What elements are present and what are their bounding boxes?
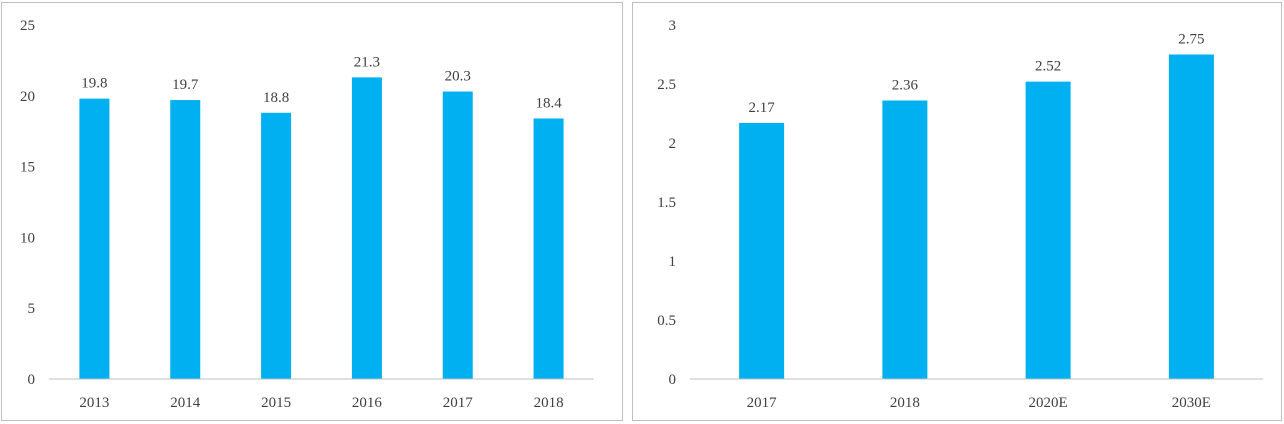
chart-panel-right: 0 0.5 1 1.5 2 2.5 3 2.17 2017 2.36 2018 2.52 2020E 2.… bbox=[632, 2, 1282, 421]
bar bbox=[351, 77, 382, 379]
x-tick-label: 2017 bbox=[747, 395, 778, 411]
x-tick-label: 2018 bbox=[890, 395, 920, 411]
bar bbox=[170, 100, 201, 379]
bar bbox=[261, 112, 292, 380]
chart-panel-left: 0 5 10 15 20 25 19.8 2013 19.7 2014 18.8 2015 21.3 20… bbox=[1, 2, 623, 421]
y-tick-label: 1 bbox=[669, 254, 677, 270]
x-tick-label: 2014 bbox=[170, 395, 201, 411]
y-tick-label: 0.5 bbox=[657, 313, 676, 329]
x-tick-label: 2020E bbox=[1029, 395, 1068, 411]
y-tick-label: 20 bbox=[20, 89, 35, 105]
x-tick-label: 2017 bbox=[443, 395, 474, 411]
data-label: 2.75 bbox=[1178, 32, 1204, 48]
bar bbox=[1168, 54, 1214, 379]
x-tick-label: 2030E bbox=[1172, 395, 1211, 411]
y-tick-label: 15 bbox=[20, 160, 35, 176]
bar bbox=[79, 98, 110, 379]
y-tick-label: 0 bbox=[669, 372, 677, 388]
y-tick-label: 3 bbox=[669, 18, 677, 34]
x-tick-label: 2013 bbox=[79, 395, 109, 411]
data-label: 2.17 bbox=[749, 100, 776, 116]
y-tick-label: 25 bbox=[20, 18, 35, 34]
data-label: 19.8 bbox=[81, 76, 107, 92]
x-tick-label: 2018 bbox=[534, 395, 564, 411]
bar bbox=[1025, 81, 1071, 379]
bar-chart-right: 0 0.5 1 1.5 2 2.5 3 2.17 2017 2.36 2018 2.52 2020E 2.… bbox=[657, 18, 1263, 411]
data-label: 2.52 bbox=[1035, 59, 1061, 75]
data-label: 21.3 bbox=[354, 54, 380, 70]
bar bbox=[442, 91, 473, 379]
y-tick-label: 1.5 bbox=[657, 195, 676, 211]
data-label: 18.4 bbox=[535, 95, 562, 111]
data-label: 18.8 bbox=[263, 90, 289, 106]
data-label: 2.36 bbox=[892, 78, 919, 94]
y-tick-label: 10 bbox=[20, 230, 35, 246]
bar-chart-left: 0 5 10 15 20 25 19.8 2013 19.7 2014 18.8 2015 21.3 20… bbox=[20, 18, 594, 411]
y-tick-label: 0 bbox=[28, 372, 36, 388]
bar bbox=[739, 122, 785, 379]
x-tick-label: 2015 bbox=[261, 395, 291, 411]
y-tick-label: 2 bbox=[669, 136, 677, 152]
x-tick-label: 2016 bbox=[352, 395, 383, 411]
bar bbox=[533, 118, 564, 380]
bar bbox=[882, 100, 928, 380]
y-tick-label: 5 bbox=[28, 301, 36, 317]
data-label: 19.7 bbox=[172, 77, 199, 93]
y-tick-label: 2.5 bbox=[657, 77, 676, 93]
data-label: 20.3 bbox=[445, 69, 471, 85]
